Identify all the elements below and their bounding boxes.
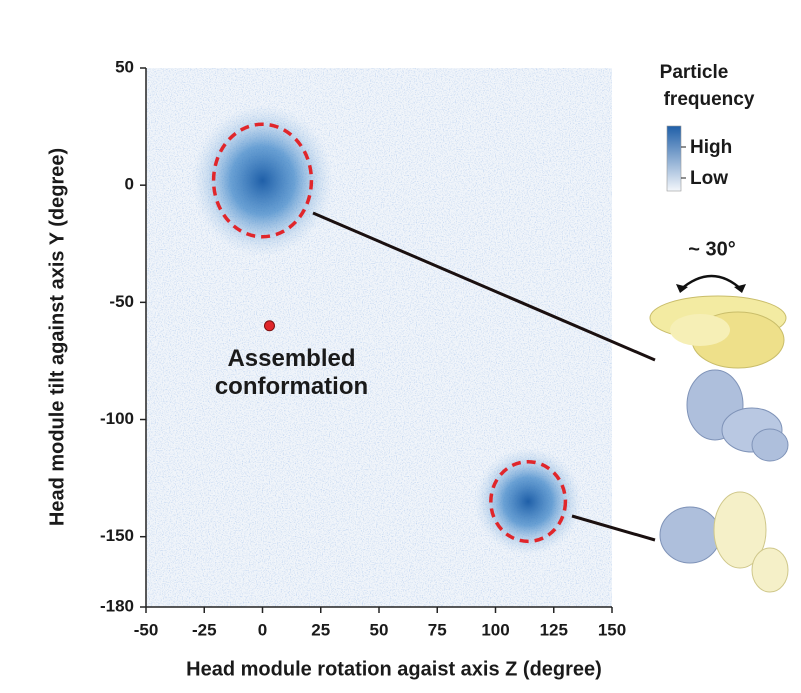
x-tick-label: 100 <box>481 620 509 639</box>
legend-title: frequency <box>664 89 755 110</box>
x-tick-label: 0 <box>258 620 267 639</box>
x-tick-label: 25 <box>311 620 330 639</box>
y-tick-label: -100 <box>100 409 134 428</box>
legend-high: High <box>690 137 732 158</box>
point-label: conformation <box>215 373 368 400</box>
y-tick-label: 0 <box>125 175 134 194</box>
legend-title: Particle <box>660 62 729 83</box>
cluster-outline <box>489 459 568 544</box>
y-tick-label: -150 <box>100 526 134 545</box>
rotation-arrow <box>679 274 743 291</box>
y-axis-label: Head module tilt against axis Y (degree) <box>46 148 68 526</box>
head-module <box>649 295 787 369</box>
x-tick-label: 125 <box>540 620 568 639</box>
assembled-point <box>263 320 275 332</box>
body-module <box>686 369 789 462</box>
complex-structure <box>659 491 789 593</box>
x-tick-label: -25 <box>192 620 217 639</box>
legend-low: Low <box>690 168 728 189</box>
connector <box>571 514 656 542</box>
y-tick-label: -180 <box>100 596 134 615</box>
y-tick-label: 50 <box>115 57 134 76</box>
colorbar <box>666 125 682 192</box>
x-tick-label: 50 <box>370 620 389 639</box>
cluster-outline <box>211 122 314 239</box>
point-label: Assembled <box>227 345 355 372</box>
x-tick-label: 75 <box>428 620 447 639</box>
x-tick-label: 150 <box>598 620 626 639</box>
x-tick-label: -50 <box>134 620 159 639</box>
rotation-label: ~ 30° <box>688 238 735 260</box>
y-tick-label: -50 <box>109 292 134 311</box>
connector <box>312 211 656 362</box>
x-axis-label: Head module rotation agaist axis Z (degr… <box>186 658 602 680</box>
